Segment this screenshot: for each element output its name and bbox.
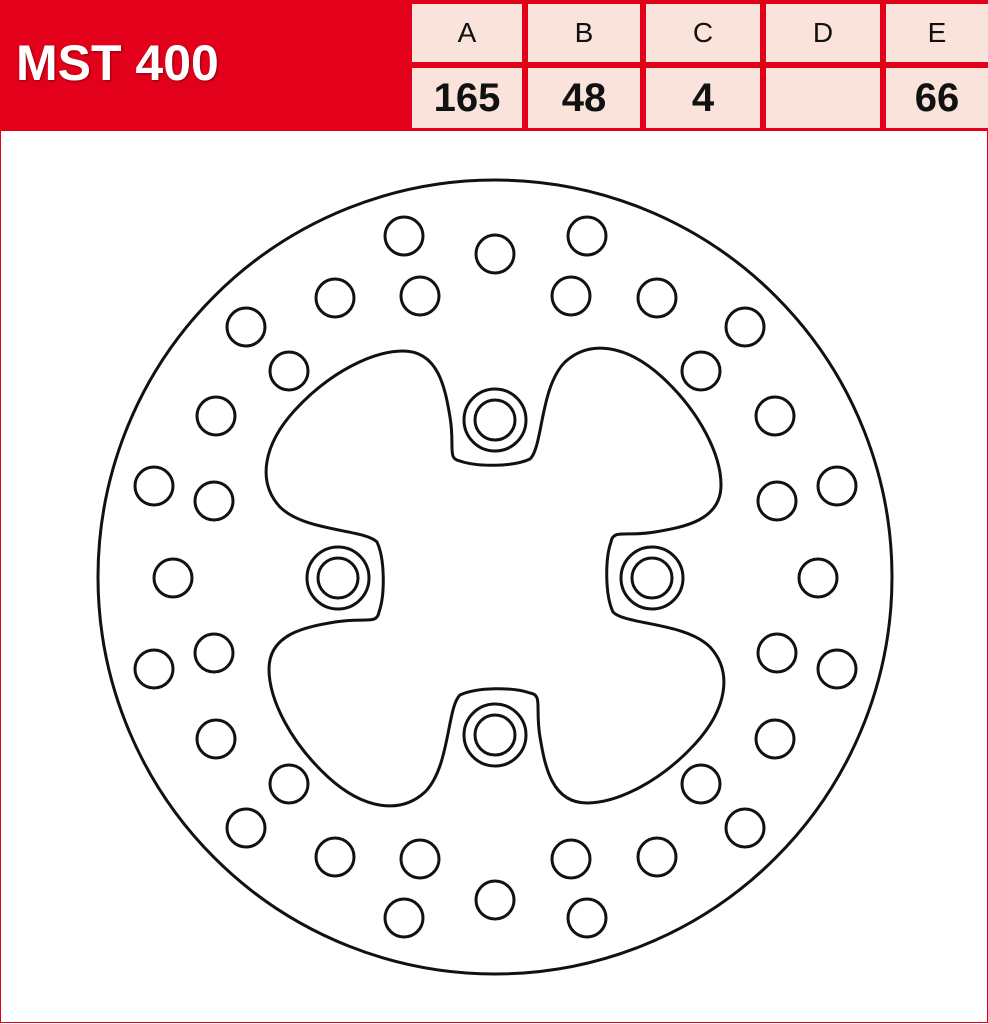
title-banner: MST 400 [0,0,408,131]
vent-hole [225,807,267,849]
vent-hole [680,350,722,392]
bolt-hole-outer-ring [305,545,371,611]
vent-hole [756,632,798,674]
vent-hole [133,465,175,507]
vent-hole [314,277,356,319]
spec-header-b: B [528,4,640,62]
bolt-hole [473,398,517,442]
bolt-hole [630,556,674,600]
vent-hole [636,836,678,878]
spec-header-c: C [646,4,760,62]
vent-hole [383,897,425,939]
center-cutout [264,346,726,808]
spec-header-e: E [886,4,988,62]
bolt-hole [316,556,360,600]
vent-hole [193,632,235,674]
vent-hole [268,350,310,392]
vent-hole [152,557,194,599]
vent-hole [756,480,798,522]
disc-outer-edge [96,178,894,976]
spec-value-e: 66 [886,68,988,128]
vent-hole [225,306,267,348]
vent-hole [550,838,592,880]
vent-hole [797,557,839,599]
bolt-hole-outer-ring [462,702,528,768]
vent-hole [133,648,175,690]
vent-hole [816,648,858,690]
product-title: MST 400 [16,35,219,91]
spec-value-c: 4 [646,68,760,128]
vent-hole [195,395,237,437]
spec-header-d: D [766,4,880,62]
spec-header-a: A [412,4,522,62]
vent-hole [193,480,235,522]
vent-hole [816,465,858,507]
spec-table: A B C D E 165 48 4 66 [408,0,988,131]
vent-hole [474,879,516,921]
vent-hole [474,233,516,275]
vent-hole [754,395,796,437]
vent-hole [754,718,796,760]
vent-hole [268,763,310,805]
vent-hole [724,807,766,849]
vent-hole [680,763,722,805]
vent-hole [399,275,441,317]
spec-value-a: 165 [412,68,522,128]
vent-hole [195,718,237,760]
vent-hole [399,838,441,880]
bolt-hole-outer-ring [619,545,685,611]
spec-value-b: 48 [528,68,640,128]
vent-hole [566,215,608,257]
bolt-hole-outer-ring [462,387,528,453]
vent-hole [566,897,608,939]
drawing-area [0,131,988,1023]
vent-hole [314,836,356,878]
spec-value-d [766,68,880,128]
vent-hole [724,306,766,348]
vent-hole [383,215,425,257]
vent-hole [550,275,592,317]
vent-hole [636,277,678,319]
bolt-hole [473,713,517,757]
